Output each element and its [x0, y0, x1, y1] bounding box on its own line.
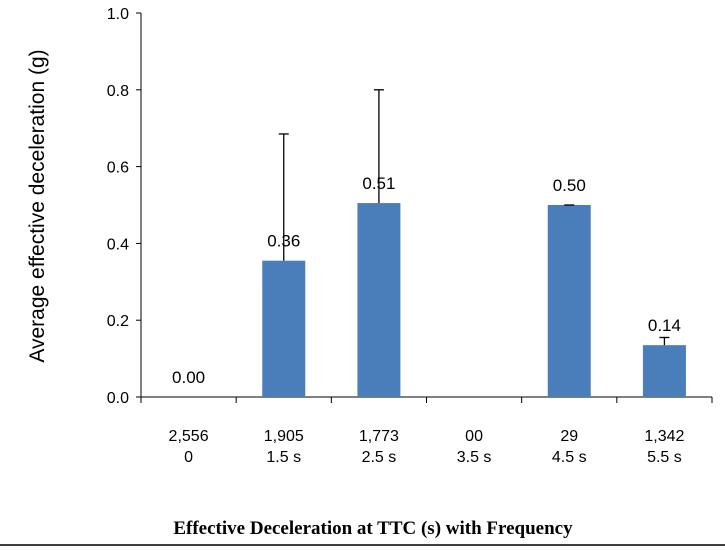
y-tick-label: 0.8	[107, 83, 129, 100]
x-tick-label-ttc: 3.5 s	[457, 449, 492, 466]
y-tick-label: 0.4	[107, 236, 129, 253]
bar	[357, 203, 401, 397]
y-tick-label: 0.6	[107, 160, 129, 177]
x-tick-label-frequency: 1,773	[359, 428, 399, 445]
bar	[642, 345, 686, 397]
data-label: 0.14	[648, 316, 681, 335]
x-tick-label-frequency: 1,905	[264, 428, 304, 445]
x-tick-label-frequency: 1,342	[644, 428, 684, 445]
y-tick-label: 1.0	[107, 6, 129, 23]
y-axis-label: Average effective deceleration (g)	[26, 49, 49, 362]
x-tick-label-frequency: 2,556	[169, 428, 209, 445]
data-label: 0.00	[172, 368, 205, 387]
y-tick-label: 0.2	[107, 313, 129, 330]
data-label: 0.51	[362, 174, 395, 193]
x-axis-label: Effective Deceleration at TTC (s) with F…	[173, 518, 573, 539]
x-tick-label-ttc: 1.5 s	[266, 449, 301, 466]
x-tick-label-ttc: 5.5 s	[647, 449, 682, 466]
data-label: 0.36	[267, 232, 300, 251]
x-tick-label-frequency: 29	[560, 428, 578, 445]
data-label: 0.50	[553, 176, 586, 195]
y-tick-label: 0.0	[107, 390, 129, 407]
bar	[547, 205, 591, 397]
x-tick-label-ttc: 0	[184, 449, 193, 466]
x-tick-label-ttc: 2.5 s	[362, 449, 397, 466]
bar	[262, 260, 306, 397]
x-tick-label-ttc: 4.5 s	[552, 449, 587, 466]
x-tick-label-frequency: 00	[465, 428, 483, 445]
